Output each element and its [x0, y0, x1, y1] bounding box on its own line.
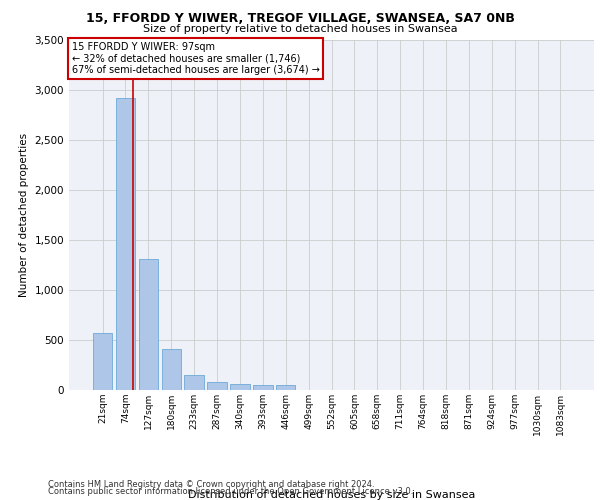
- Bar: [139, 259, 158, 390]
- Bar: [208, 382, 227, 390]
- Text: Size of property relative to detached houses in Swansea: Size of property relative to detached ho…: [143, 24, 457, 34]
- Text: 15 FFORDD Y WIWER: 97sqm
← 32% of detached houses are smaller (1,746)
67% of sem: 15 FFORDD Y WIWER: 97sqm ← 32% of detach…: [71, 42, 320, 75]
- Bar: [116, 98, 135, 390]
- Bar: [184, 374, 204, 390]
- Bar: [93, 333, 112, 390]
- X-axis label: Distribution of detached houses by size in Swansea: Distribution of detached houses by size …: [188, 490, 475, 500]
- Bar: [230, 384, 250, 390]
- Text: Contains HM Land Registry data © Crown copyright and database right 2024.: Contains HM Land Registry data © Crown c…: [48, 480, 374, 489]
- Y-axis label: Number of detached properties: Number of detached properties: [19, 133, 29, 297]
- Text: Contains public sector information licensed under the Open Government Licence v3: Contains public sector information licen…: [48, 487, 413, 496]
- Bar: [276, 385, 295, 390]
- Bar: [161, 348, 181, 390]
- Bar: [253, 384, 272, 390]
- Text: 15, FFORDD Y WIWER, TREGOF VILLAGE, SWANSEA, SA7 0NB: 15, FFORDD Y WIWER, TREGOF VILLAGE, SWAN…: [86, 12, 514, 26]
